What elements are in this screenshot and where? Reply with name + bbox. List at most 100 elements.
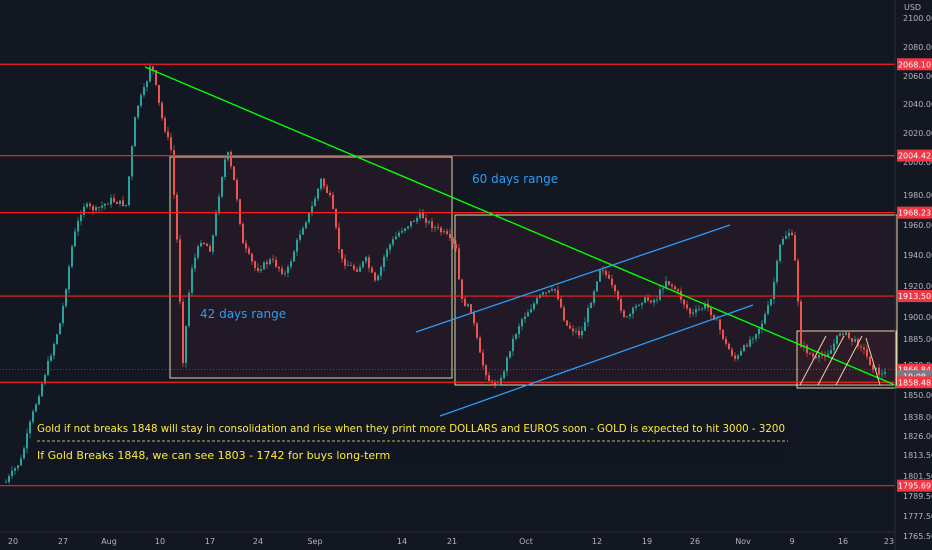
candle-body: [188, 292, 190, 326]
price-tick-label: 2040.00: [903, 100, 932, 109]
candle-body: [635, 305, 637, 308]
candle-body: [212, 235, 214, 252]
candle-body: [428, 221, 430, 223]
candle-body: [224, 159, 226, 177]
candle-body: [242, 223, 244, 244]
candle-body: [407, 226, 409, 229]
candle-body: [548, 290, 550, 293]
candle-body: [44, 374, 46, 384]
candle-body: [623, 310, 625, 317]
note-background: [34, 417, 790, 467]
time-tick-label: 17: [205, 537, 215, 546]
candle-body: [41, 383, 43, 397]
time-tick-label: 16: [838, 537, 848, 546]
time-axis[interactable]: 20 27 Aug 10 17 24 Sep 14 21 Oct 12 19 26 Nov 9 16 23: [8, 537, 894, 546]
candle-body: [98, 207, 100, 208]
candle-body: [5, 481, 7, 483]
price-tag-background: [897, 149, 932, 162]
candle-body: [245, 243, 247, 249]
price-tick-label: 1900.00: [903, 313, 932, 322]
price-tick-label: 1960.00: [903, 221, 932, 230]
zigzag-pattern-line: [799, 335, 827, 386]
candle-body: [341, 249, 343, 259]
candle-body: [191, 268, 193, 293]
candle-body: [521, 319, 523, 327]
candle-body: [836, 335, 838, 344]
candle-body: [809, 352, 811, 354]
zigzag-pattern-line: [865, 337, 881, 386]
candle-body: [470, 304, 472, 313]
candle-body: [704, 303, 706, 309]
candle-body: [506, 357, 508, 372]
candle-body: [884, 371, 886, 374]
candle-body: [275, 259, 277, 267]
candle-body: [632, 307, 634, 315]
candle-body: [608, 274, 610, 279]
candle-body: [536, 297, 538, 304]
candle-body: [779, 244, 781, 262]
candle-body: [860, 346, 862, 348]
candle-body: [698, 309, 700, 310]
candle-body: [713, 315, 715, 320]
candle-body: [377, 275, 379, 281]
candle-body: [668, 281, 670, 285]
candle-body: [791, 232, 793, 236]
candle-body: [503, 371, 505, 379]
candle-body: [386, 249, 388, 257]
candle-body: [329, 192, 331, 196]
candle-body: [113, 197, 115, 202]
candle-body: [644, 297, 646, 303]
candle-body: [137, 105, 139, 118]
candle-body: [443, 231, 445, 233]
candle-body: [749, 339, 751, 347]
candle-body: [284, 273, 286, 274]
candle-body: [827, 353, 829, 357]
candle-body: [650, 300, 652, 303]
candle-body: [326, 186, 328, 193]
candle-body: [119, 200, 121, 204]
candle-body: [164, 118, 166, 132]
time-tick-label: 26: [690, 537, 700, 546]
candle-body: [431, 221, 433, 229]
candle-body: [86, 203, 88, 207]
candle-body: [542, 292, 544, 295]
candle-body: [56, 334, 58, 344]
candle-body: [89, 203, 91, 206]
candle-body: [752, 338, 754, 340]
candle-body: [596, 281, 598, 292]
candle-body: [611, 278, 613, 286]
candle-body: [461, 279, 463, 299]
candle-body: [653, 300, 655, 303]
candle-body: [299, 234, 301, 240]
candle-body: [131, 146, 133, 177]
candle-body: [848, 332, 850, 339]
candle-body: [23, 448, 25, 459]
candle-body: [206, 244, 208, 247]
candle-body: [104, 203, 106, 206]
price-tick-label: 1777.50: [903, 512, 932, 521]
candle-body: [314, 198, 316, 207]
candle-body: [824, 355, 826, 357]
candle-body: [197, 246, 199, 258]
candle-body: [20, 458, 22, 466]
candle-body: [371, 267, 373, 273]
candle-body: [179, 239, 181, 302]
candle-body: [239, 199, 241, 224]
candle-body: [716, 319, 718, 321]
candle-body: [368, 257, 370, 268]
candle-body: [293, 251, 295, 262]
candle-body: [599, 270, 601, 282]
candle-body: [68, 266, 70, 290]
candle-body: [152, 66, 154, 71]
price-tick-label: 1838.00: [903, 413, 932, 422]
descending-trendline: [144, 66, 896, 386]
candle-body: [176, 194, 178, 240]
candle-body: [725, 339, 727, 344]
price-tag-label: 1858.48: [898, 378, 931, 387]
candle-body: [278, 266, 280, 269]
candle-body: [620, 299, 622, 311]
candle-body: [125, 204, 127, 206]
price-tick-label: 1801.50: [903, 472, 932, 481]
candle-body: [128, 176, 130, 205]
